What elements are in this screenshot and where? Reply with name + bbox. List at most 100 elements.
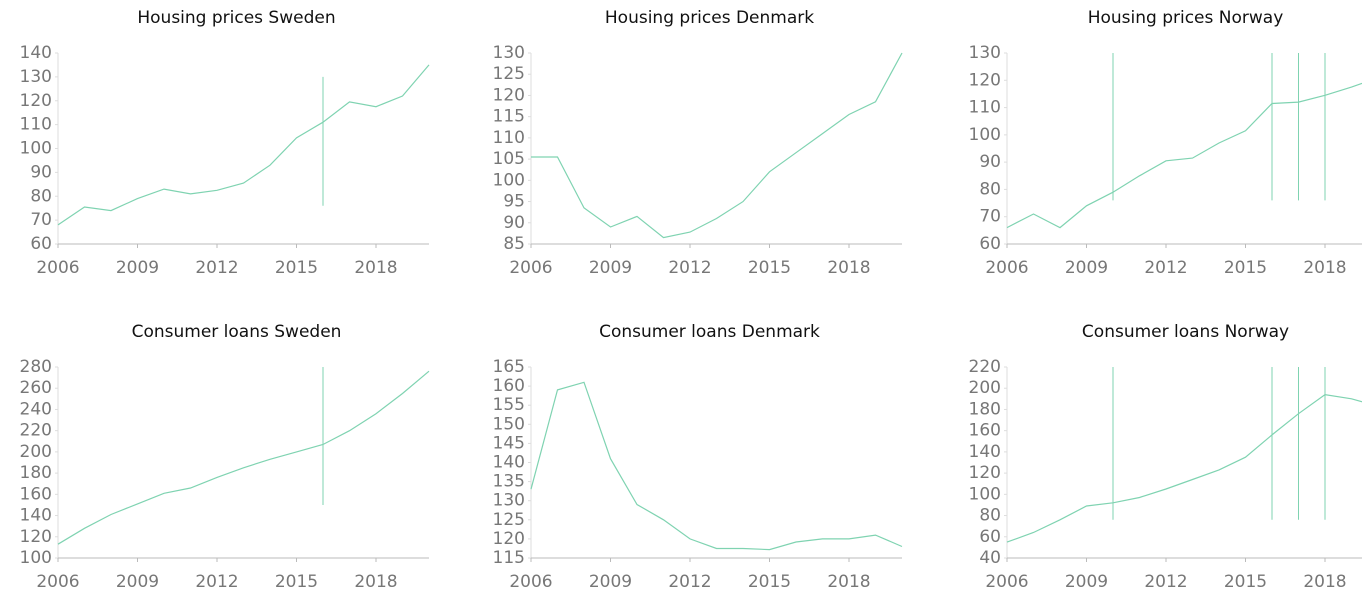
y-tick-label: 130 <box>969 43 1001 63</box>
y-tick-label: 240 <box>20 399 52 419</box>
data-line <box>1006 82 1362 229</box>
y-tick-label: 140 <box>493 453 525 473</box>
y-tick-label: 130 <box>20 67 52 87</box>
y-tick-label: 220 <box>969 357 1001 377</box>
x-tick-label: 2006 <box>509 258 552 278</box>
y-tick-label: 160 <box>493 376 525 396</box>
x-tick-label: 2018 <box>1303 572 1346 592</box>
y-tick-label: 180 <box>969 399 1001 419</box>
y-tick-label: 100 <box>493 170 525 190</box>
x-tick-label: 2006 <box>36 572 79 592</box>
y-tick-label: 180 <box>20 463 52 483</box>
y-tick-label: 40 <box>979 548 1001 568</box>
x-tick-label: 2018 <box>1303 258 1346 278</box>
x-tick-label: 2009 <box>116 258 159 278</box>
chart-title: Housing prices Sweden <box>137 8 335 28</box>
y-tick-label: 140 <box>969 442 1001 462</box>
y-tick-label: 125 <box>493 64 525 84</box>
y-tick-label: 60 <box>979 527 1001 547</box>
y-tick-label: 110 <box>969 98 1001 118</box>
y-tick-label: 120 <box>20 91 52 111</box>
x-tick-label: 2015 <box>748 258 791 278</box>
data-line <box>57 64 430 226</box>
chart-title: Consumer loans Denmark <box>599 322 820 342</box>
y-tick-label: 100 <box>20 548 52 568</box>
y-tick-label: 135 <box>493 472 525 492</box>
y-tick-label: 80 <box>979 506 1001 526</box>
y-tick-label: 120 <box>969 70 1001 90</box>
y-tick-label: 60 <box>30 234 52 254</box>
x-tick-label: 2018 <box>827 258 870 278</box>
data-line <box>1006 393 1362 543</box>
y-tick-label: 70 <box>979 207 1001 227</box>
x-tick-label: 2015 <box>1224 258 1267 278</box>
y-tick-label: 160 <box>20 484 52 504</box>
x-tick-label: 2012 <box>1144 258 1187 278</box>
data-line <box>531 52 903 239</box>
x-tick-label: 2009 <box>589 258 632 278</box>
y-tick-label: 100 <box>20 139 52 159</box>
y-tick-label: 280 <box>20 357 52 377</box>
x-tick-label: 2006 <box>36 258 79 278</box>
y-tick-label: 100 <box>969 484 1001 504</box>
data-line <box>57 370 430 545</box>
y-tick-label: 165 <box>493 357 525 377</box>
y-tick-label: 90 <box>503 213 525 233</box>
y-tick-label: 130 <box>493 491 525 511</box>
y-tick-label: 140 <box>20 506 52 526</box>
x-tick-label: 2012 <box>668 258 711 278</box>
y-tick-label: 140 <box>20 43 52 63</box>
y-tick-label: 105 <box>493 149 525 169</box>
y-tick-label: 70 <box>30 210 52 230</box>
y-tick-label: 130 <box>493 43 525 63</box>
y-tick-label: 145 <box>493 433 525 453</box>
x-tick-label: 2012 <box>195 258 238 278</box>
x-tick-label: 2006 <box>509 572 552 592</box>
y-tick-label: 85 <box>503 234 525 254</box>
x-tick-label: 2018 <box>354 572 397 592</box>
chart-title: Consumer loans Sweden <box>132 322 342 342</box>
y-tick-label: 120 <box>20 527 52 547</box>
x-tick-label: 2009 <box>116 572 159 592</box>
y-tick-label: 200 <box>20 442 52 462</box>
chart-title: Consumer loans Norway <box>1082 322 1289 342</box>
x-tick-label: 2012 <box>1144 572 1187 592</box>
y-tick-label: 95 <box>503 192 525 212</box>
y-tick-label: 220 <box>20 421 52 441</box>
data-line <box>530 381 903 551</box>
x-tick-label: 2015 <box>748 572 791 592</box>
chart-title: Housing prices Denmark <box>605 8 814 28</box>
y-tick-label: 110 <box>493 128 525 148</box>
x-tick-label: 2015 <box>275 258 318 278</box>
x-tick-label: 2012 <box>195 572 238 592</box>
y-tick-label: 150 <box>493 414 525 434</box>
y-tick-label: 155 <box>493 395 525 415</box>
y-tick-label: 60 <box>979 234 1001 254</box>
y-tick-label: 260 <box>20 378 52 398</box>
x-tick-label: 2006 <box>985 572 1028 592</box>
y-tick-label: 120 <box>493 85 525 105</box>
x-tick-label: 2015 <box>1224 572 1267 592</box>
x-tick-label: 2018 <box>354 258 397 278</box>
y-tick-label: 100 <box>969 125 1001 145</box>
y-tick-label: 90 <box>30 162 52 182</box>
y-tick-label: 120 <box>493 529 525 549</box>
x-tick-label: 2006 <box>985 258 1028 278</box>
x-tick-label: 2009 <box>589 572 632 592</box>
x-tick-label: 2009 <box>1065 258 1108 278</box>
y-tick-label: 120 <box>969 463 1001 483</box>
y-tick-label: 200 <box>969 378 1001 398</box>
x-tick-label: 2018 <box>827 572 870 592</box>
y-tick-label: 80 <box>30 186 52 206</box>
y-tick-label: 90 <box>979 152 1001 172</box>
x-tick-label: 2009 <box>1065 572 1108 592</box>
x-tick-label: 2012 <box>668 572 711 592</box>
y-tick-label: 80 <box>979 179 1001 199</box>
chart-title: Housing prices Norway <box>1088 8 1284 28</box>
x-tick-label: 2015 <box>275 572 318 592</box>
y-tick-label: 125 <box>493 510 525 530</box>
y-tick-label: 115 <box>493 548 525 568</box>
y-tick-label: 115 <box>493 107 525 127</box>
